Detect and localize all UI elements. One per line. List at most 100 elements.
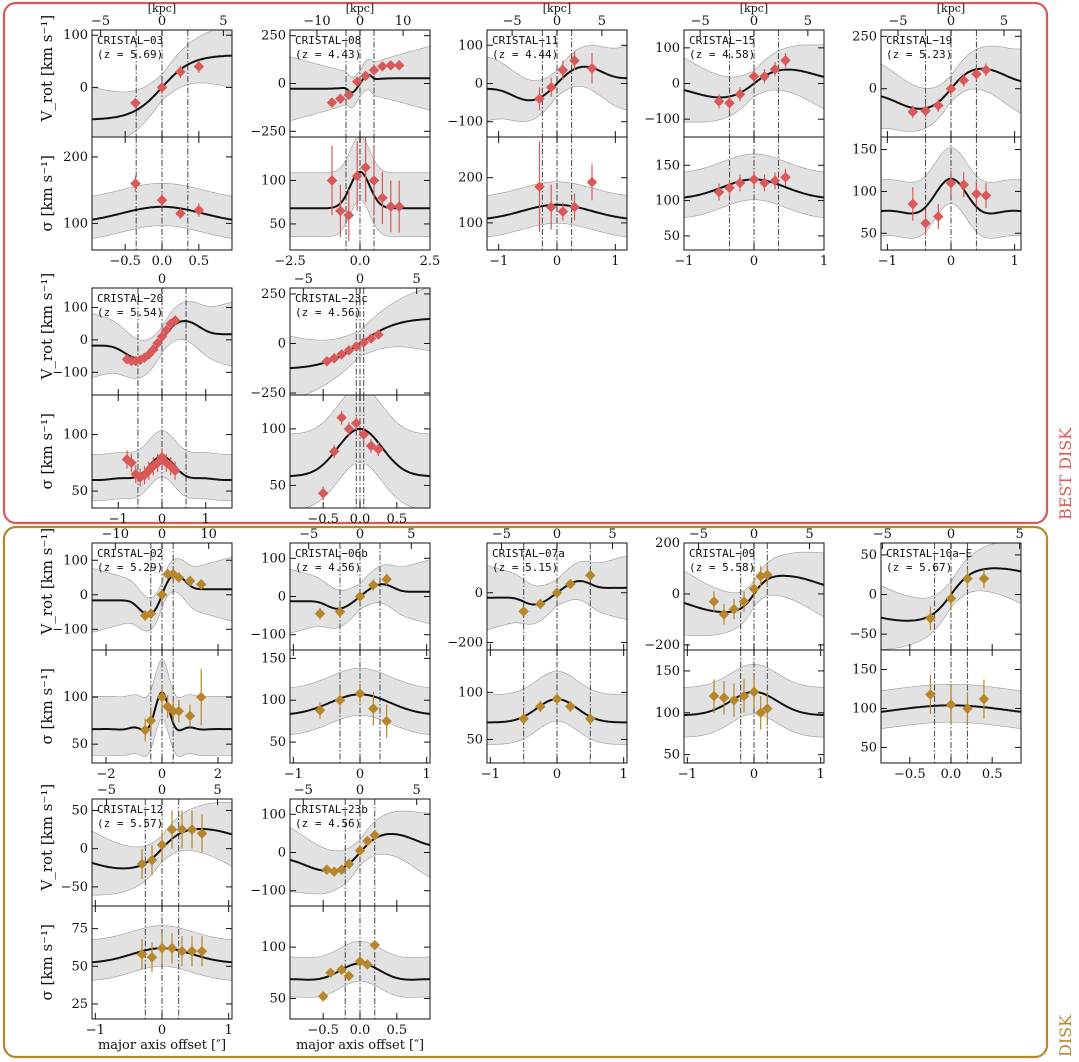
vrot-data-point [156, 82, 168, 93]
sigma-data-point [713, 186, 725, 198]
sigma-data-point [958, 179, 970, 191]
vrot-data-point [748, 583, 760, 595]
kpc-tick-label: 10 [395, 14, 412, 29]
panel-cristal-15: −1 0 1 −5 0 5 [kpc] −100 0 100 50 100 150 CRISTAL−15(… [644, 2, 828, 269]
vrot-data-point [186, 824, 198, 835]
sigma-axis-label: σ [km s⁻¹] [38, 668, 56, 744]
panel-cristal-11: −1 0 1 −5 0 5 [kpc] −100 0 100 100 200 CRISTAL−11(z … [447, 2, 628, 269]
sigma-data-point [564, 701, 576, 712]
vrot-data-point [932, 100, 944, 111]
galaxy-redshift: (z = 5.54) [97, 306, 163, 319]
sigma-data-point [925, 689, 936, 700]
vrot-data-point [326, 97, 338, 108]
sigma-data-point [193, 204, 205, 216]
sigma-data-point [334, 694, 346, 706]
kpc-tick-label: 5 [413, 272, 421, 287]
kpc-tick-label: −5 [689, 527, 708, 542]
sigma-data-point [146, 951, 158, 963]
galaxy-name: CRISTAL−19 [886, 34, 952, 47]
kpc-tick-label: 5 [804, 14, 812, 29]
vrot-tick-label: 50 [71, 803, 88, 818]
vrot-tick-label: 0 [278, 846, 286, 861]
vrot-tick-label: 0 [80, 80, 88, 95]
sigma-data-point [728, 694, 740, 706]
sigma-model-curve [92, 205, 232, 221]
sigma-tick-label: 100 [63, 216, 88, 231]
vrot-data-point [156, 331, 168, 342]
x-tick-label: 0 [750, 767, 758, 782]
vrot-data-point [193, 61, 205, 72]
vrot-tick-label: −100 [447, 115, 483, 130]
sigma-tick-label: 50 [269, 478, 286, 493]
vrot-data-point [748, 71, 760, 82]
vrot-data-point [184, 575, 196, 587]
vrot-tick-label: 0 [80, 333, 88, 348]
vrot-tick-label: 0 [80, 588, 88, 603]
sigma-tick-label: 50 [269, 735, 286, 750]
sigma-tick-label: 50 [71, 484, 88, 499]
kpc-tick-label: −5 [294, 272, 313, 287]
vrot-tick-label: 0 [869, 82, 877, 97]
galaxy-redshift: (z = 5.69) [97, 48, 163, 61]
vrot-data-point [130, 97, 141, 109]
kpc-tick-label: 0 [356, 783, 364, 798]
vrot-data-point [551, 587, 563, 599]
kpc-unit-label: [kpc] [543, 2, 571, 15]
sigma-data-point [932, 211, 944, 222]
sigma-tick-label: 75 [71, 922, 88, 937]
sigma-tick-label: 50 [860, 740, 877, 755]
vrot-data-point [373, 329, 384, 340]
vrot-tick-label: 0 [869, 588, 877, 603]
kpc-tick-label: 0 [947, 14, 955, 29]
sigma-data-point [365, 440, 377, 452]
sigma-data-point [373, 443, 384, 455]
panel-cristal-23c: −0.5 0.0 0.5 −5 0 5 −250 0 250 50 100 CRISTAL−23c(z… [250, 272, 431, 527]
vrot-data-point [335, 93, 346, 105]
kpc-unit-label: [kpc] [740, 2, 768, 15]
galaxy-redshift: (z = 4.56) [295, 817, 361, 830]
x-tick-label: 0 [750, 254, 758, 269]
vrot-data-point [350, 341, 362, 352]
x-tick-label: 1 [817, 767, 825, 782]
galaxy-name: CRISTAL−10a−E [886, 547, 972, 560]
vrot-data-point [971, 68, 982, 80]
best-disk-label: BEST DISK [1056, 427, 1075, 520]
sigma-tick-label: 100 [63, 428, 88, 443]
sigma-data-point [317, 991, 329, 1002]
sigma-data-point [385, 201, 397, 212]
sigma-data-point [518, 713, 530, 725]
kpc-tick-label: 5 [598, 14, 606, 29]
kpc-tick-label: −5 [873, 527, 892, 542]
sigma-data-point [314, 704, 326, 716]
galaxy-redshift: (z = 4.56) [295, 306, 361, 319]
sigma-data-point [336, 964, 347, 976]
kpc-tick-label: 0 [750, 527, 758, 542]
x-tick-label: 1 [820, 254, 828, 269]
sigma-data-point [708, 690, 720, 702]
x-tick-label: −1 [489, 254, 508, 269]
sigma-data-point [569, 201, 580, 213]
galaxy-redshift: (z = 5.15) [492, 561, 558, 574]
galaxy-name: CRISTAL−23c [295, 292, 368, 305]
x-tick-label: 1 [1010, 254, 1018, 269]
x-tick-label: 1 [611, 254, 619, 269]
vrot-tick-label: 0 [278, 336, 286, 351]
vrot-tick-label: −100 [250, 628, 286, 643]
x-tick-label: 0.0 [152, 254, 173, 269]
sigma-data-point [377, 192, 388, 204]
vrot-data-point [167, 568, 179, 580]
vrot-data-point [336, 349, 347, 360]
vrot-tick-label: 100 [261, 807, 286, 822]
sigma-data-point [195, 691, 207, 703]
vrot-data-point [343, 858, 355, 870]
sigma-data-point [962, 703, 973, 714]
sigma-data-point [534, 181, 545, 193]
sigma-tick-label: 100 [655, 706, 680, 721]
sigma-data-point [130, 178, 141, 189]
sigma-data-point [368, 175, 380, 186]
x-tick-label: 0 [158, 767, 166, 782]
sigma-tick-label: 50 [71, 737, 88, 752]
vrot-tick-label: 0 [80, 842, 88, 857]
vrot-data-point [925, 612, 936, 624]
x-tick-label: 2 [214, 767, 222, 782]
